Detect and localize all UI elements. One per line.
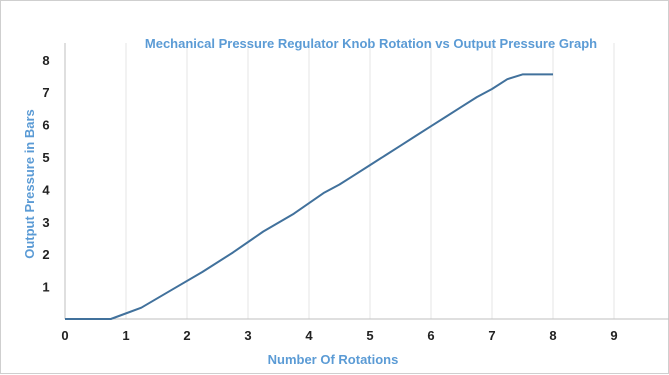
gridlines bbox=[125, 43, 615, 319]
y-axis-label: Output Pressure in Bars bbox=[22, 109, 37, 259]
y-tick-label: 4 bbox=[42, 182, 50, 197]
x-tick-label: 5 bbox=[366, 328, 373, 343]
x-tick-label: 1 bbox=[122, 328, 129, 343]
y-tick-label: 7 bbox=[42, 85, 49, 100]
chart-title: Mechanical Pressure Regulator Knob Rotat… bbox=[145, 36, 597, 51]
x-axis-label: Number Of Rotations bbox=[268, 352, 399, 367]
x-tick-label: 6 bbox=[427, 328, 434, 343]
x-tick-label: 2 bbox=[183, 328, 190, 343]
x-tick-label: 8 bbox=[549, 328, 556, 343]
y-tick-label: 5 bbox=[42, 150, 49, 165]
x-tick-label: 4 bbox=[305, 328, 313, 343]
y-tick-labels: 1 2 3 4 5 6 7 8 bbox=[42, 53, 50, 295]
y-tick-label: 8 bbox=[42, 53, 49, 68]
series-line bbox=[65, 73, 553, 320]
y-tick-label: 2 bbox=[42, 247, 49, 262]
x-tick-labels: 0 1 2 3 4 5 6 7 8 9 bbox=[61, 328, 617, 343]
y-tick-label: 6 bbox=[42, 118, 49, 133]
y-tick-label: 1 bbox=[42, 280, 49, 295]
x-tick-label: 0 bbox=[61, 328, 68, 343]
x-tick-label: 3 bbox=[244, 328, 251, 343]
x-tick-label: 9 bbox=[610, 328, 617, 343]
x-tick-label: 7 bbox=[488, 328, 495, 343]
y-tick-label: 3 bbox=[42, 215, 49, 230]
